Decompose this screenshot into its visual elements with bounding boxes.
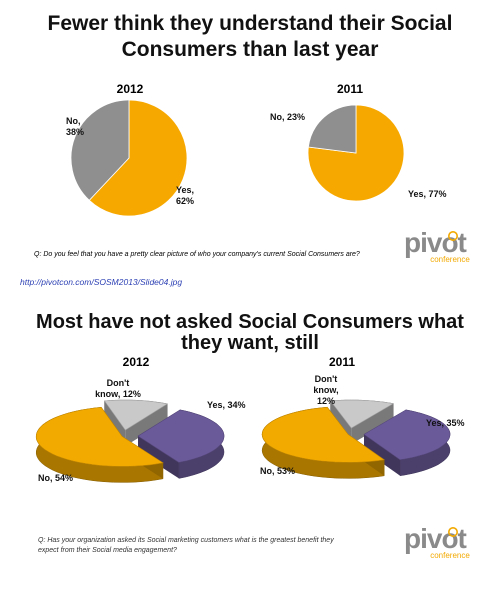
year-label-2012: 2012	[123, 355, 150, 369]
slice-label-dont-know-2011: Don't know, 12%	[313, 374, 338, 406]
slice-label-yes-2011: Yes, 77%	[408, 189, 447, 199]
chart-title: Most have not asked Social Consumers wha…	[36, 311, 464, 354]
slice-label-no-2011: No, 53%	[260, 466, 295, 476]
pivot-logo-subtitle: conference	[430, 255, 470, 264]
pie-slice-no-2011	[307, 104, 357, 154]
question-text: Q: Has your organization asked its Socia…	[38, 537, 334, 554]
pivot-logo-dot-icon	[447, 527, 458, 538]
slice-label-yes-2011: Yes, 35%	[426, 418, 465, 428]
pie-slice-yes-2012	[137, 409, 225, 479]
pivot-logo-dot-icon	[447, 231, 458, 242]
slide-asked-consumers: Most have not asked Social Consumers wha…	[0, 298, 500, 590]
chart-title-text: Fewer think they understand their Social…	[48, 12, 453, 61]
pie-slice-no-2012	[35, 406, 164, 483]
pivot-logo-subtitle: conference	[430, 551, 470, 560]
slice-label-yes-2012: Yes, 62%	[176, 185, 194, 206]
slice-label-no-2011: No, 23%	[270, 112, 305, 122]
slide-asked-consumers-canvas: Most have not asked Social Consumers wha…	[35, 311, 470, 560]
pie-slice-yes-2011	[307, 104, 405, 202]
year-label-2011: 2011	[337, 82, 363, 96]
pivot-logo-wordmark: pivot	[404, 227, 467, 258]
question-text: Q: Do you feel that you have a pretty cl…	[34, 251, 360, 258]
pie-slice-yes-2012	[88, 99, 188, 217]
slice-label-no-2012: No, 54%	[38, 473, 73, 483]
question-text-lines: Q: Has your organization asked its Socia…	[38, 537, 334, 554]
slice-label-dont-know-2012: Don't know, 12%	[95, 378, 141, 399]
slice-label-yes-2012: Yes, 34%	[207, 400, 246, 410]
year-label-2012: 2012	[117, 82, 144, 96]
pie-slice-no-2012	[70, 99, 130, 201]
pivot-logo-wordmark: pivot	[404, 523, 467, 554]
slide-understand-consumers: Fewer think they understand their Social…	[0, 0, 500, 272]
source-url[interactable]: http://pivotcon.com/SOSM2013/Slide04.jpg	[20, 277, 183, 287]
chart-title-text: Most have not asked Social Consumers wha…	[36, 311, 464, 354]
slide-understand-consumers-canvas: Fewer think they understand their Social…	[34, 12, 470, 264]
year-label-2011: 2011	[329, 355, 355, 369]
pie-charts-3d	[35, 399, 451, 483]
slice-labels: Yes, 62% No, 38% Yes, 77% No, 23%	[66, 112, 447, 206]
pie-slice-no-2011	[261, 406, 385, 479]
pie-slice-yes-2011	[363, 409, 451, 476]
pie-charts	[70, 99, 405, 217]
slice-labels: Don't know, 12% Yes, 34% No, 54% Don't know, 1…	[38, 374, 465, 483]
chart-title: Fewer think they understand their Social…	[48, 12, 453, 61]
slice-label-no-2012: No, 38%	[66, 116, 84, 137]
